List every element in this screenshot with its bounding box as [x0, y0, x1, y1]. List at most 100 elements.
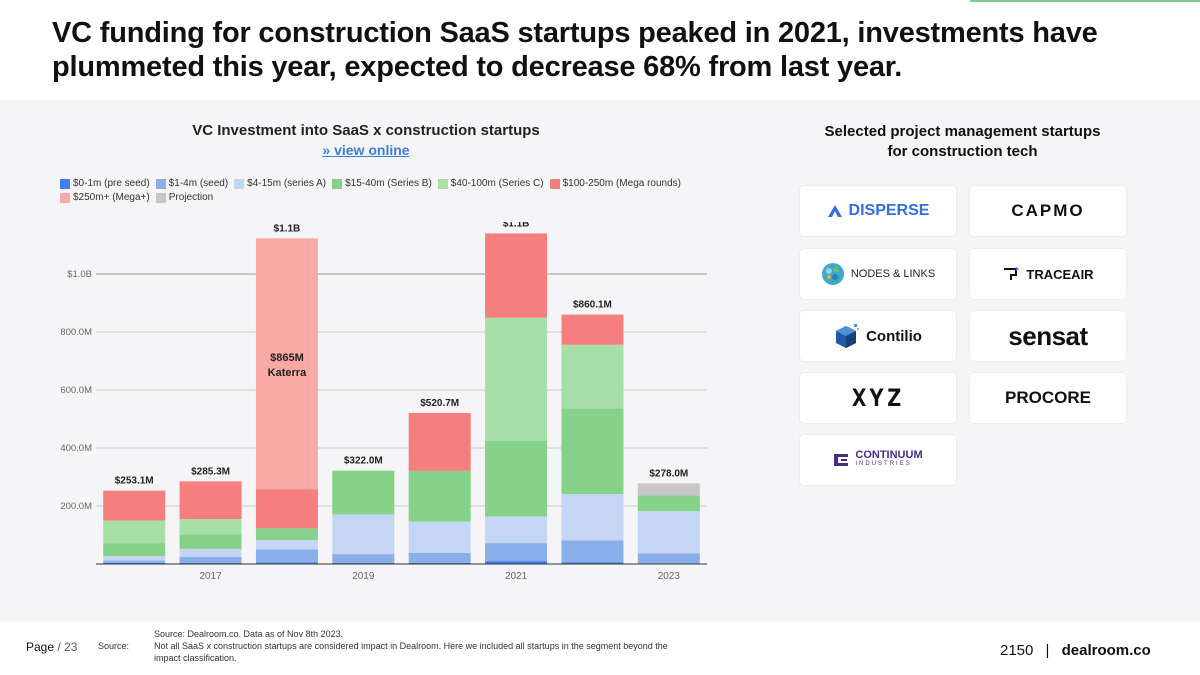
bar-segment — [103, 556, 166, 561]
bar-total-label: $322.0M — [344, 456, 383, 467]
bar-segment — [179, 534, 242, 549]
bar-segment — [255, 489, 318, 529]
page-count: / 23 — [57, 640, 78, 654]
logo-card-traceair: TRACEAIR — [970, 249, 1126, 299]
bar-segment — [485, 441, 548, 517]
chart-panel: VC Investment into SaaS x construction s… — [52, 112, 712, 612]
bar-segment — [332, 514, 395, 555]
x-tick-label: 2019 — [352, 571, 375, 582]
legend-item: $250m+ (Mega+) — [60, 192, 150, 203]
source-text: Source: Dealroom.co. Data as of Nov 8th … — [154, 628, 694, 664]
bar-total-label: $278.0M — [649, 468, 688, 479]
legend-item: $4-15m (series A) — [234, 178, 326, 189]
contilio-icon — [836, 324, 860, 348]
bar-segment — [179, 557, 242, 563]
bar-segment — [103, 543, 166, 557]
logo-continuum-sub: INDUSTRIES — [855, 461, 912, 467]
logo-card-contilio: Contilio — [800, 311, 956, 361]
legend-swatch — [234, 178, 245, 189]
bar-segment — [637, 495, 700, 512]
page-label: Page — [26, 640, 55, 654]
legend-label: $40-100m (Series C) — [450, 178, 544, 189]
traceair-icon — [1004, 267, 1020, 280]
bar-segment — [103, 490, 166, 521]
logo-continuum-name: CONTINUUM — [855, 449, 923, 461]
y-tick-label: 800.0M — [60, 327, 92, 338]
brand-dealroom: dealroom.co — [1061, 642, 1151, 659]
legend-item: $0-1m (pre seed) — [60, 178, 150, 189]
y-tick-label: 400.0M — [60, 443, 92, 454]
disperse-icon — [827, 205, 842, 217]
bar-segment — [637, 511, 700, 554]
source-line-1: Source: Dealroom.co. Data as of Nov 8th … — [154, 629, 344, 639]
bar-segment — [255, 549, 318, 563]
bar-segment — [408, 552, 471, 563]
header-accent-line — [970, 0, 1200, 2]
brand: 2150 | dealroom.co — [1000, 642, 1151, 659]
bar-segment — [485, 561, 548, 564]
bar-segment — [179, 519, 242, 535]
legend-swatch — [437, 178, 448, 189]
legend-swatch — [155, 178, 166, 189]
bar-segment — [561, 494, 624, 541]
bar-total-label: $860.1M — [573, 300, 612, 311]
bar-segment — [561, 314, 624, 345]
bar-segment — [332, 562, 395, 564]
logos-title: Selected project management startups for… — [790, 122, 1135, 162]
logo-disperse: DISPERSE — [848, 202, 930, 219]
bar-total-label: $520.7M — [420, 398, 459, 409]
view-online-link[interactable]: » view online — [322, 142, 410, 158]
brand-separator: | — [1045, 642, 1050, 659]
legend-swatch — [60, 178, 70, 189]
bar-segment — [179, 562, 242, 564]
logo-contilio: Contilio — [866, 327, 922, 345]
bar-annotation: $865M — [270, 352, 304, 364]
bar-segment — [103, 562, 166, 564]
legend-item: $40-100m (Series C) — [437, 178, 544, 189]
bar-segment — [637, 553, 700, 564]
legend-label: $1-4m (seed) — [168, 178, 229, 189]
bar-segment — [179, 481, 242, 520]
legend-swatch — [60, 192, 70, 203]
bar-segment — [561, 540, 624, 563]
legend-item: $15-40m (Series B) — [332, 178, 432, 189]
logo-traceair: TRACEAIR — [1026, 266, 1094, 282]
legend-label: $250m+ (Mega+) — [73, 192, 150, 203]
source-label: Source: — [98, 641, 130, 651]
bar-segment — [179, 548, 242, 558]
legend-item: Projection — [155, 192, 214, 203]
legend-label: $4-15m (series A) — [247, 178, 327, 189]
bar-segment — [255, 528, 318, 540]
legend-swatch — [549, 178, 560, 189]
continuum-icon — [834, 454, 849, 466]
logos-title-line-2: for construction tech — [887, 143, 1038, 160]
footer: Page / 23 Source: Source: Dealroom.co. D… — [0, 622, 1200, 675]
logo-sensat: sensat — [1008, 320, 1088, 351]
legend-label: Projection — [168, 192, 214, 203]
logo-card-nodes-links: NODES & LINKS — [800, 249, 956, 299]
legend-item: $100-250m (Mega rounds) — [549, 178, 681, 189]
bar-segment — [332, 470, 395, 515]
bar-segment — [408, 412, 471, 471]
bar-segment — [561, 562, 624, 564]
brand-2150: 2150 — [1000, 642, 1034, 659]
chart-legend: $0-1m (pre seed) $1-4m (seed) $4-15m (seri… — [60, 178, 700, 203]
bar-segment — [103, 560, 166, 563]
legend-swatch — [332, 178, 343, 189]
logos-title-line-1: Selected project management startups — [824, 123, 1101, 140]
chart-title: VC Investment into SaaS x construction s… — [192, 122, 540, 139]
bar-segment — [485, 233, 548, 318]
logo-xyz: XYZ — [851, 384, 905, 412]
logo-nodes-links: NODES & LINKS — [850, 268, 936, 280]
bar-total-label: $1.1B — [503, 222, 530, 229]
bar-segment — [103, 520, 166, 544]
x-tick-label: 2017 — [199, 571, 222, 582]
bar-segment — [561, 408, 624, 495]
page-indicator: Page / 23 — [26, 640, 77, 654]
bar-segment — [408, 562, 471, 564]
bar-segment — [485, 516, 548, 544]
bar-segment — [637, 483, 700, 496]
logo-card-xyz: XYZ — [800, 373, 956, 423]
logo-continuum: CONTINUUM INDUSTRIES — [855, 449, 923, 469]
logo-card-disperse: DISPERSE — [800, 186, 956, 236]
